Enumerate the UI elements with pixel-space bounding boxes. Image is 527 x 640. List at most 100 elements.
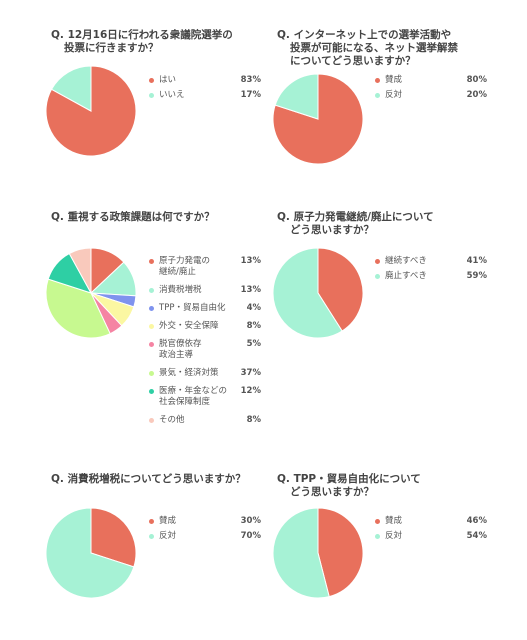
pie-slice (45, 65, 137, 157)
legend-swatch (375, 78, 380, 83)
legend-swatch (375, 259, 380, 264)
pie-chart-tpp (272, 507, 364, 599)
legend-label: 景気・経済対策 (159, 368, 219, 379)
legend-label-line: 脱官僚依存 (159, 339, 202, 349)
pie-chart-nuclear-power (272, 247, 364, 339)
legend-label-line: 賛成 (385, 516, 403, 526)
pie-chart-policy-issues (45, 247, 137, 339)
legend-value: 54% (466, 531, 487, 541)
legend-swatch (149, 389, 154, 394)
legend-swatch (375, 274, 380, 279)
chart-title-line: Q. 重視する政策課題は何ですか？ (51, 211, 215, 223)
legend-label-line: 社会保障制度 (159, 397, 211, 407)
legend-label: 賛成 (159, 516, 176, 527)
legend-label: 原子力発電の 継続/廃止 (159, 256, 210, 278)
legend-label-line: TPP・貿易自由化 (159, 303, 226, 313)
chart-title-line: Q. 原子力発電継続/廃止について (277, 211, 434, 223)
legend-value: 80% (466, 75, 487, 85)
pie-slice (45, 278, 111, 339)
legend-label-line: 賛成 (159, 516, 177, 526)
legend-label: 継続すべき (385, 256, 427, 267)
pie-slice (45, 507, 135, 599)
legend-label: 反対 (385, 531, 402, 542)
legend-label-line: 継続すべき (385, 256, 427, 266)
legend-swatch (375, 519, 380, 524)
chart-title: Q. TPP・貿易自由化について どう思いますか？ (277, 473, 421, 499)
legend-swatch (149, 342, 154, 347)
legend-value: 13% (240, 256, 261, 266)
pie-slice (317, 507, 364, 598)
legend-label: 反対 (159, 531, 176, 542)
legend-swatch (149, 306, 154, 311)
legend-label-line: 反対 (385, 531, 403, 541)
legend-label-line: 賛成 (385, 75, 403, 85)
legend-value: 30% (240, 516, 261, 526)
legend-label-line: 反対 (385, 90, 403, 100)
pie-slice (90, 507, 137, 568)
legend-value: 59% (466, 271, 487, 281)
legend-label-line: 継続/廃止 (159, 267, 196, 277)
pie-chart-vote-intention (45, 65, 137, 157)
pie-slice (272, 247, 343, 339)
chart-title-line: Q. 消費税増税についてどう思いますか？ (51, 473, 246, 485)
chart-title-line: どう思いますか？ (290, 224, 374, 236)
chart-title: Q. 12月16日に行われる衆議院選挙の 投票に行きますか？ (51, 29, 233, 55)
legend-label: 脱官僚依存 政治主導 (159, 339, 202, 361)
legend-label-line: 廃止すべき (385, 271, 427, 281)
legend-label: 廃止すべき (385, 271, 427, 282)
legend-swatch (149, 288, 154, 293)
pie-chart-internet-election (272, 73, 364, 165)
legend-label-line: 外交・安全保障 (159, 321, 219, 331)
legend-value: 46% (466, 516, 487, 526)
legend-label: 消費税増税 (159, 285, 202, 296)
legend-swatch (375, 534, 380, 539)
legend-value: 83% (240, 75, 261, 85)
legend-label-line: 消費税増税 (159, 285, 202, 295)
legend-swatch (149, 259, 154, 264)
legend-label-line: その他 (159, 415, 185, 425)
legend-label: いいえ (159, 90, 185, 101)
legend-label: はい (159, 75, 176, 86)
pie-slice (274, 73, 319, 120)
legend-value: 17% (240, 90, 261, 100)
legend-value: 8% (246, 415, 261, 425)
chart-title-line: Q. 12月16日に行われる衆議院選挙の (51, 29, 233, 41)
legend-swatch (149, 324, 154, 329)
legend-label-line: 医療・年金などの (159, 386, 228, 396)
pie-slice (50, 65, 92, 112)
chart-title-line: 投票が可能になる、ネット選挙解禁 (290, 42, 458, 54)
legend-swatch (375, 93, 380, 98)
legend-label: 反対 (385, 90, 402, 101)
chart-title: Q. 消費税増税についてどう思いますか？ (51, 473, 246, 486)
legend-value: 12% (240, 386, 261, 396)
pie-chart-consumption-tax (45, 507, 137, 599)
chart-title-line: 投票に行きますか？ (64, 42, 159, 54)
legend-swatch (149, 93, 154, 98)
legend-value: 70% (240, 531, 261, 541)
legend-value: 13% (240, 285, 261, 295)
chart-title-line: Q. インターネット上での選挙活動や (277, 29, 452, 41)
legend-label-line: はい (159, 75, 177, 85)
legend-label: 賛成 (385, 516, 402, 527)
legend-value: 37% (240, 368, 261, 378)
legend-value: 8% (246, 321, 261, 331)
legend-label-line: 反対 (159, 531, 177, 541)
legend-swatch (149, 418, 154, 423)
legend-swatch (149, 534, 154, 539)
legend-label: TPP・貿易自由化 (159, 303, 225, 314)
pie-slice (272, 507, 330, 599)
chart-title: Q. インターネット上での選挙活動や 投票が可能になる、ネット選挙解禁 について… (277, 29, 458, 68)
chart-title-line: についてどう思いますか？ (290, 55, 416, 67)
legend-label: 外交・安全保障 (159, 321, 219, 332)
legend-value: 5% (246, 339, 261, 349)
legend-swatch (149, 371, 154, 376)
chart-title: Q. 原子力発電継続/廃止について どう思いますか？ (277, 211, 434, 237)
legend-label: 賛成 (385, 75, 402, 86)
legend-value: 4% (246, 303, 261, 313)
legend-value: 20% (466, 90, 487, 100)
legend-value: 41% (466, 256, 487, 266)
legend-label-line: 原子力発電の (159, 256, 211, 266)
chart-title-line: Q. TPP・貿易自由化について (277, 473, 421, 485)
legend-label-line: いいえ (159, 90, 185, 100)
legend-swatch (149, 78, 154, 83)
